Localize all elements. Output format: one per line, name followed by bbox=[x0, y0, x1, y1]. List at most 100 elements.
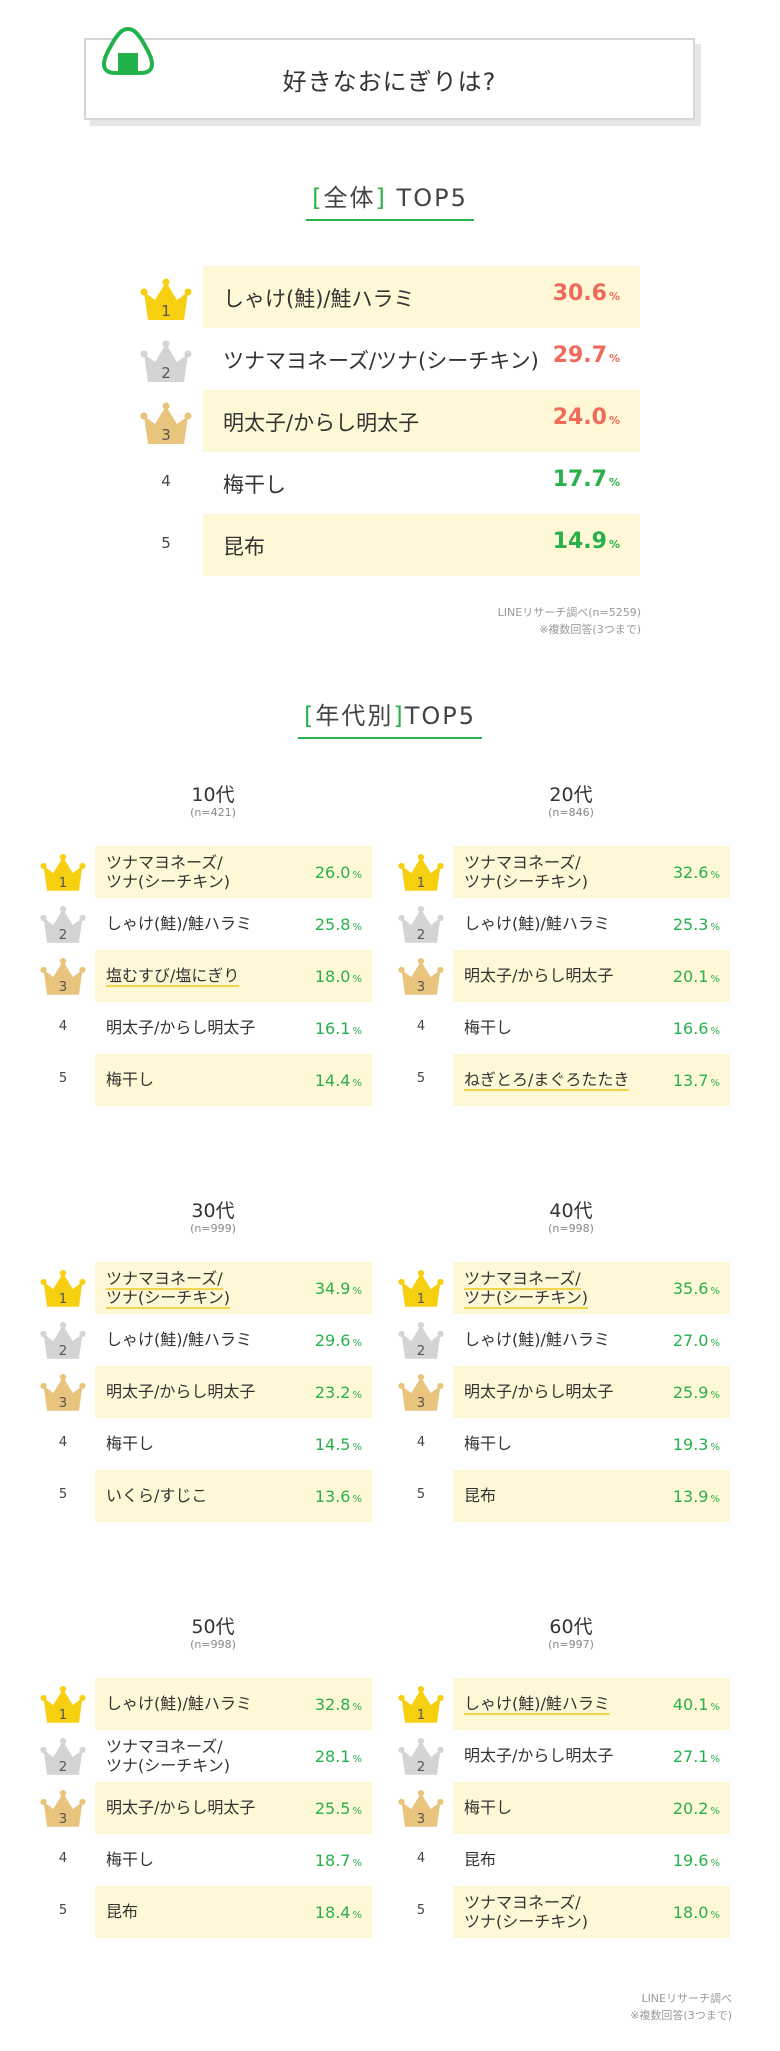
age-rank-row: 4 明太子/からし明太子 16.1% bbox=[38, 1002, 388, 1054]
bronze-crown-icon: 3 bbox=[40, 957, 86, 995]
overall-heading: [全体] TOP5 bbox=[0, 178, 780, 221]
percentage: 13.9% bbox=[672, 1487, 720, 1506]
onigiri-name: ツナマヨネーズ/ツナ(シーチキン) bbox=[106, 853, 231, 891]
row-highlight-band bbox=[95, 1470, 372, 1522]
svg-text:1: 1 bbox=[161, 302, 171, 320]
onigiri-name: しゃけ(鮭)/鮭ハラミ bbox=[106, 914, 252, 933]
sample-size: (n=998) bbox=[190, 1638, 236, 1651]
age-rank-row: 4 昆布 19.6% bbox=[396, 1834, 746, 1886]
onigiri-name: しゃけ(鮭)/鮭ハラミ bbox=[464, 1694, 610, 1715]
percentage: 27.1% bbox=[672, 1747, 720, 1766]
sample-size: (n=999) bbox=[190, 1222, 236, 1235]
onigiri-name: しゃけ(鮭)/鮭ハラミ bbox=[464, 1330, 610, 1349]
age-group-block: 60代 (n=997) 1 しゃけ(鮭)/鮭ハラミ 40.1% 2 明太子/からし明太子 27… bbox=[396, 1612, 746, 1952]
percentage: 23.2% bbox=[314, 1383, 362, 1402]
percentage: 26.0% bbox=[314, 863, 362, 882]
svg-text:1: 1 bbox=[59, 1292, 67, 1307]
percentage: 25.3% bbox=[672, 915, 720, 934]
age-rank-row: 3 明太子/からし明太子 23.2% bbox=[38, 1366, 388, 1418]
percentage: 29.7% bbox=[552, 343, 620, 368]
row-highlight-band bbox=[453, 1782, 730, 1834]
age-rank-row: 2 明太子/からし明太子 27.1% bbox=[396, 1730, 746, 1782]
percentage: 40.1% bbox=[672, 1695, 720, 1714]
rank-number: 4 bbox=[58, 1019, 68, 1034]
percentage: 18.7% bbox=[314, 1851, 362, 1870]
row-highlight-band bbox=[95, 1366, 372, 1418]
bronze-crown-icon: 3 bbox=[40, 1373, 86, 1411]
row-highlight-band bbox=[95, 1782, 372, 1834]
age-rank-row: 5 昆布 18.4% bbox=[38, 1886, 388, 1938]
onigiri-name: 昆布 bbox=[464, 1486, 497, 1505]
age-group-title: 60代 bbox=[549, 1616, 593, 1638]
age-rank-row: 2 しゃけ(鮭)/鮭ハラミ 27.0% bbox=[396, 1314, 746, 1366]
age-group-title: 40代 bbox=[549, 1200, 593, 1222]
rank-number: 5 bbox=[58, 1487, 68, 1502]
age-rank-row: 2 しゃけ(鮭)/鮭ハラミ 25.8% bbox=[38, 898, 388, 950]
onigiri-name: 明太子/からし明太子 bbox=[223, 411, 420, 435]
rank-number: 5 bbox=[58, 1903, 68, 1918]
svg-text:3: 3 bbox=[59, 1812, 67, 1827]
percentage: 16.1% bbox=[314, 1019, 362, 1038]
percentage: 32.8% bbox=[314, 1695, 362, 1714]
bronze-crown-icon: 3 bbox=[140, 402, 192, 444]
rank-number: 4 bbox=[416, 1435, 426, 1450]
svg-text:1: 1 bbox=[417, 1292, 425, 1307]
onigiri-name: 昆布 bbox=[223, 535, 265, 559]
svg-text:2: 2 bbox=[417, 1760, 425, 1775]
svg-text:2: 2 bbox=[417, 1344, 425, 1359]
age-rank-row: 4 梅干し 19.3% bbox=[396, 1418, 746, 1470]
percentage: 18.4% bbox=[314, 1903, 362, 1922]
percentage: 14.4% bbox=[314, 1071, 362, 1090]
gold-crown-icon: 1 bbox=[40, 1685, 86, 1723]
onigiri-name: いくら/すじこ bbox=[106, 1486, 208, 1505]
row-highlight-band bbox=[203, 390, 640, 452]
age-rank-row: 4 梅干し 14.5% bbox=[38, 1418, 388, 1470]
onigiri-name: 梅干し bbox=[106, 1850, 155, 1869]
percentage: 18.0% bbox=[314, 967, 362, 986]
sample-size: (n=997) bbox=[548, 1638, 594, 1651]
age-rank-row: 4 梅干し 16.6% bbox=[396, 1002, 746, 1054]
age-rank-row: 5 ねぎとろ/まぐろたたき 13.7% bbox=[396, 1054, 746, 1106]
onigiri-name: 梅干し bbox=[464, 1018, 513, 1037]
percentage: 25.9% bbox=[672, 1383, 720, 1402]
svg-text:2: 2 bbox=[59, 1760, 67, 1775]
age-rank-row: 3 明太子/からし明太子 25.9% bbox=[396, 1366, 746, 1418]
onigiri-name: 明太子/からし明太子 bbox=[464, 1382, 614, 1401]
row-highlight-band bbox=[95, 1262, 372, 1314]
rank-number: 5 bbox=[416, 1903, 426, 1918]
row-highlight-band bbox=[453, 1886, 730, 1938]
percentage: 14.9% bbox=[552, 529, 620, 554]
onigiri-name: 明太子/からし明太子 bbox=[106, 1798, 256, 1817]
onigiri-name: 梅干し bbox=[106, 1434, 155, 1453]
bronze-crown-icon: 3 bbox=[398, 1373, 444, 1411]
percentage: 13.6% bbox=[314, 1487, 362, 1506]
svg-text:1: 1 bbox=[59, 1708, 67, 1723]
gold-crown-icon: 1 bbox=[40, 1269, 86, 1307]
onigiri-name: 昆布 bbox=[106, 1902, 139, 1921]
age-rank-row: 3 明太子/からし明太子 25.5% bbox=[38, 1782, 388, 1834]
svg-text:3: 3 bbox=[417, 1396, 425, 1411]
page-title: 好きなおにぎりは? bbox=[282, 67, 497, 96]
row-highlight-band bbox=[203, 514, 640, 576]
overall-rank-row: 3 明太子/からし明太子 24.0% bbox=[140, 390, 640, 452]
rank-number: 5 bbox=[416, 1071, 426, 1086]
title-card: 好きなおにぎりは? bbox=[84, 38, 695, 120]
svg-text:2: 2 bbox=[59, 1344, 67, 1359]
onigiri-name: しゃけ(鮭)/鮭ハラミ bbox=[223, 287, 415, 311]
row-highlight-band bbox=[95, 1886, 372, 1938]
onigiri-name: 昆布 bbox=[464, 1850, 497, 1869]
onigiri-name: 梅干し bbox=[223, 473, 286, 497]
onigiri-name: ツナマヨネーズ/ツナ(シーチキン) bbox=[106, 1269, 231, 1309]
age-rank-row: 3 明太子/からし明太子 20.1% bbox=[396, 950, 746, 1002]
age-rank-row: 3 塩むすび/塩にぎり 18.0% bbox=[38, 950, 388, 1002]
age-group-title: 30代 bbox=[191, 1200, 235, 1222]
silver-crown-icon: 2 bbox=[40, 1321, 86, 1359]
svg-text:3: 3 bbox=[59, 980, 67, 995]
onigiri-name: ツナマヨネーズ/ツナ(シーチキン) bbox=[464, 1893, 589, 1931]
percentage: 25.8% bbox=[314, 915, 362, 934]
age-rank-row: 5 いくら/すじこ 13.6% bbox=[38, 1470, 388, 1522]
row-highlight-band bbox=[453, 950, 730, 1002]
overall-rank-row: 4 梅干し 17.7% bbox=[140, 452, 640, 514]
age-group-block: 30代 (n=999) 1 ツナマヨネーズ/ツナ(シーチキン) 34.9% 2 しゃけ(鮭)… bbox=[38, 1196, 388, 1536]
row-highlight-band bbox=[453, 1366, 730, 1418]
